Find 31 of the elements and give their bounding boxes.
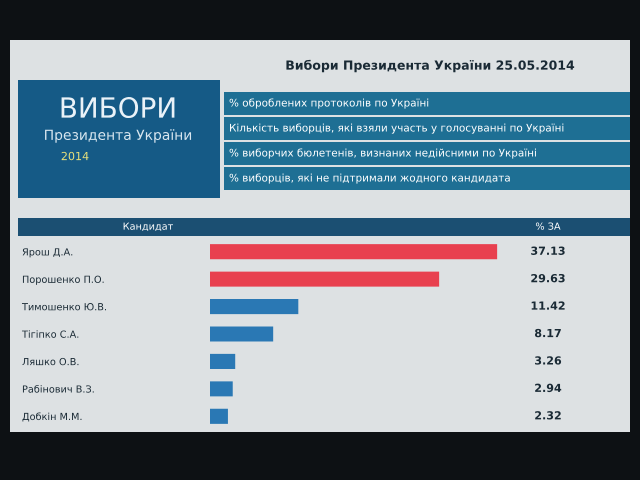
bar <box>210 326 274 342</box>
bar <box>210 381 233 396</box>
text: % виборчих бюлетенів, визнаних недійсними по Україні <box>230 148 536 159</box>
text: % ЗА <box>536 222 561 230</box>
bar <box>210 244 498 260</box>
text: 2014 <box>62 152 89 160</box>
bar <box>210 408 228 424</box>
data-label: 29.63 <box>531 274 565 282</box>
bar <box>210 299 298 314</box>
y-tick-label: Тігіпко С.А. <box>22 330 78 338</box>
data-label: 8.17 <box>534 328 561 338</box>
y-tick-label: Порошенко П.О. <box>22 276 104 285</box>
text: ВИБОРИ <box>62 97 174 118</box>
text: % виборців, які не підтримали жодного кандидата <box>230 173 510 184</box>
bar <box>210 272 440 287</box>
data-label: 2.32 <box>535 411 561 420</box>
data-label: 3.26 <box>535 356 562 365</box>
text: Президента України <box>45 129 192 143</box>
text: Кількість виборців, які взяли участь у голосуванні по Україні <box>230 123 564 134</box>
y-tick-label: Тимошенко Ю.В. <box>22 303 106 310</box>
y-tick-label: Рабінович В.З. <box>22 385 94 393</box>
y-tick-label: Добкін М.М. <box>22 412 82 422</box>
text: Кандидат <box>124 222 174 232</box>
chart-title: Вибори Президента України 25.05.2014 <box>286 60 574 72</box>
data-label: 2.94 <box>535 384 562 392</box>
y-tick-label: Ярош Д.А. <box>22 248 72 258</box>
text: % оброблених протоколів по Україні <box>230 98 428 109</box>
bar <box>210 354 236 369</box>
data-label: 37.13 <box>531 246 565 255</box>
data-label: 11.42 <box>532 301 565 310</box>
y-tick-label: Ляшко О.В. <box>22 358 78 366</box>
